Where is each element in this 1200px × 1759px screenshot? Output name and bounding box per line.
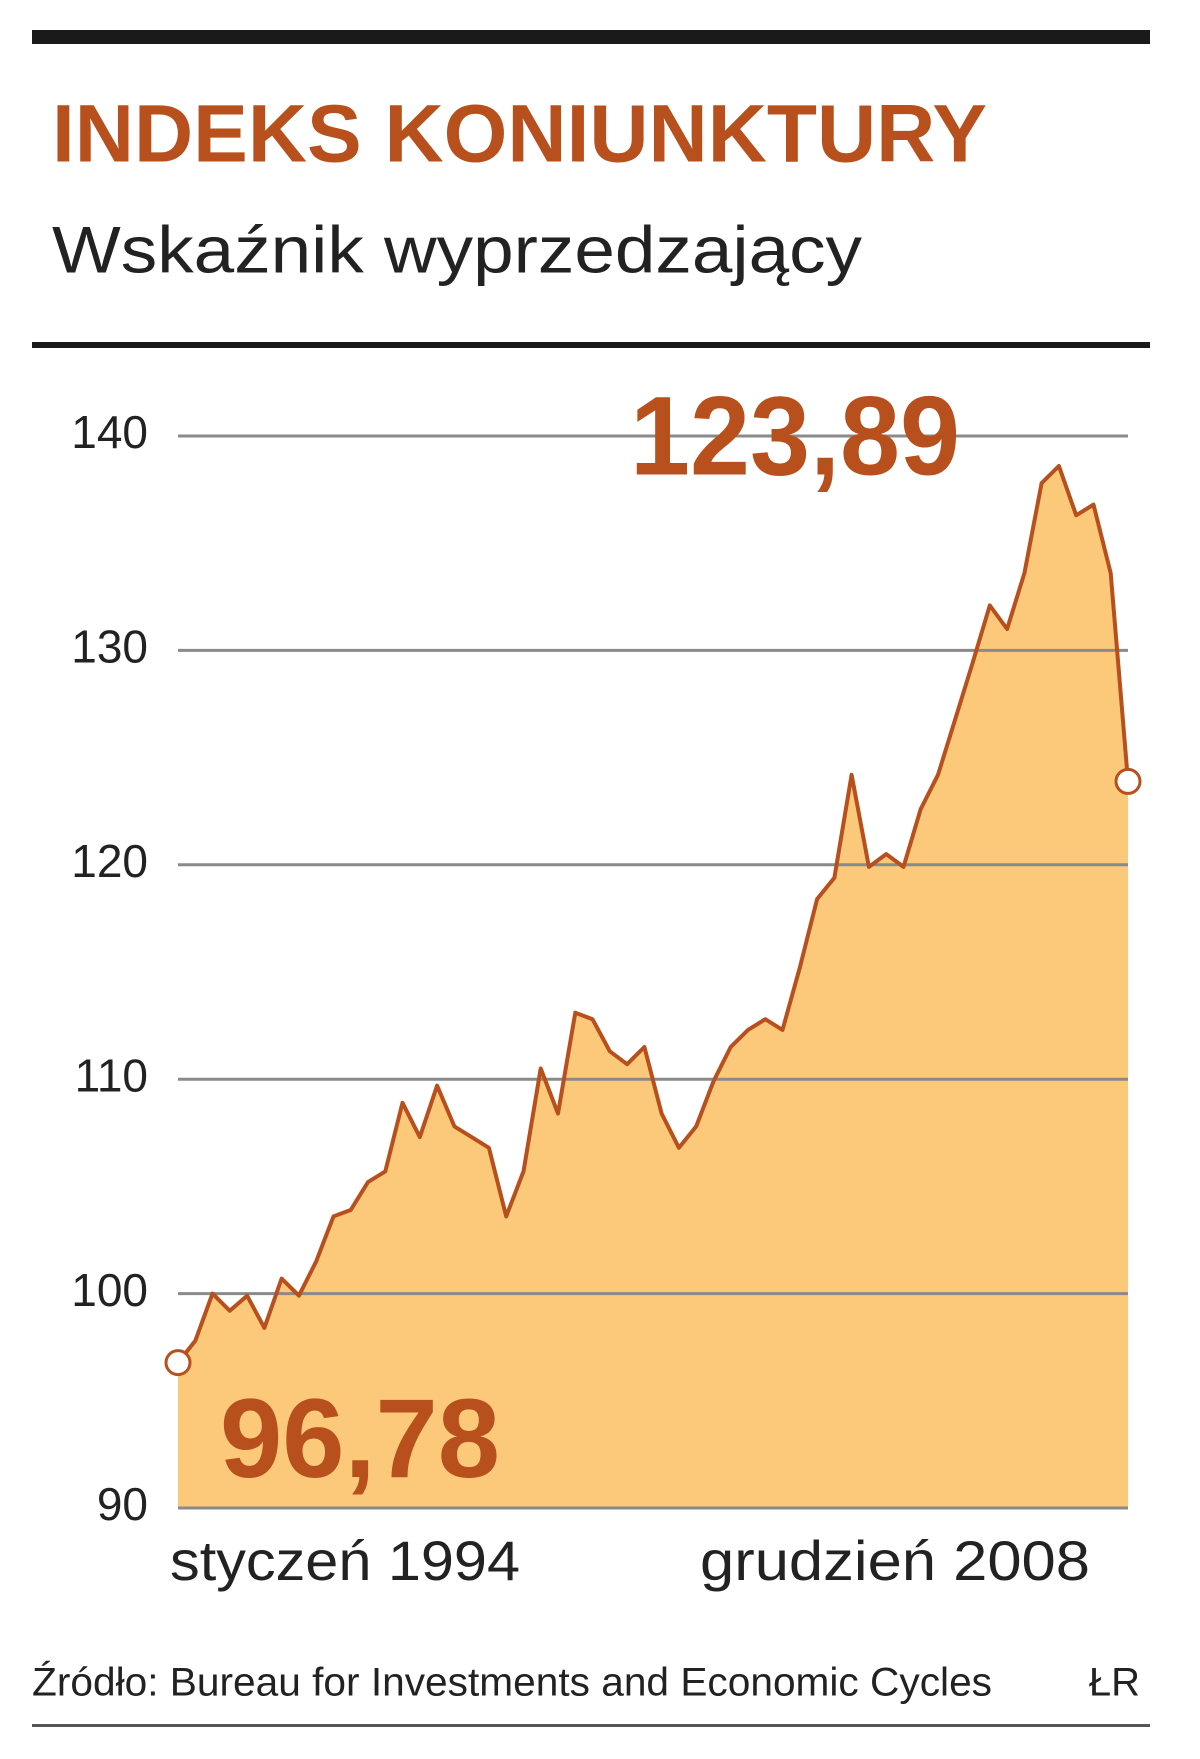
credit: ŁR	[1089, 1661, 1140, 1705]
y-tick-label: 110	[75, 1049, 148, 1101]
area	[178, 466, 1128, 1508]
x-tick-label: grudzień 2008	[700, 1529, 1090, 1592]
line	[176, 464, 1130, 1364]
chart-subtitle: Wskaźnik wyprzedzający	[52, 212, 862, 286]
end-marker	[164, 1349, 192, 1377]
bottom-rule	[32, 1724, 1150, 1727]
y-tick-label: 140	[71, 406, 148, 458]
chart-title: INDEKS KONIUNKTURY	[52, 89, 987, 180]
value-label: 123,89	[630, 374, 960, 499]
source: Źródło: Bureau for Investments and Econo…	[32, 1660, 992, 1705]
x-tick-label: styczeń 1994	[170, 1529, 520, 1592]
top-rule	[32, 30, 1150, 44]
y-tick-label: 90	[97, 1478, 148, 1530]
end-marker	[1114, 767, 1142, 795]
value-label: 96,78	[220, 1376, 500, 1501]
y-tick-label: 120	[71, 835, 148, 887]
mid-rule	[32, 342, 1150, 348]
y-tick-label: 130	[71, 621, 148, 673]
y-tick-label: 100	[71, 1264, 148, 1316]
